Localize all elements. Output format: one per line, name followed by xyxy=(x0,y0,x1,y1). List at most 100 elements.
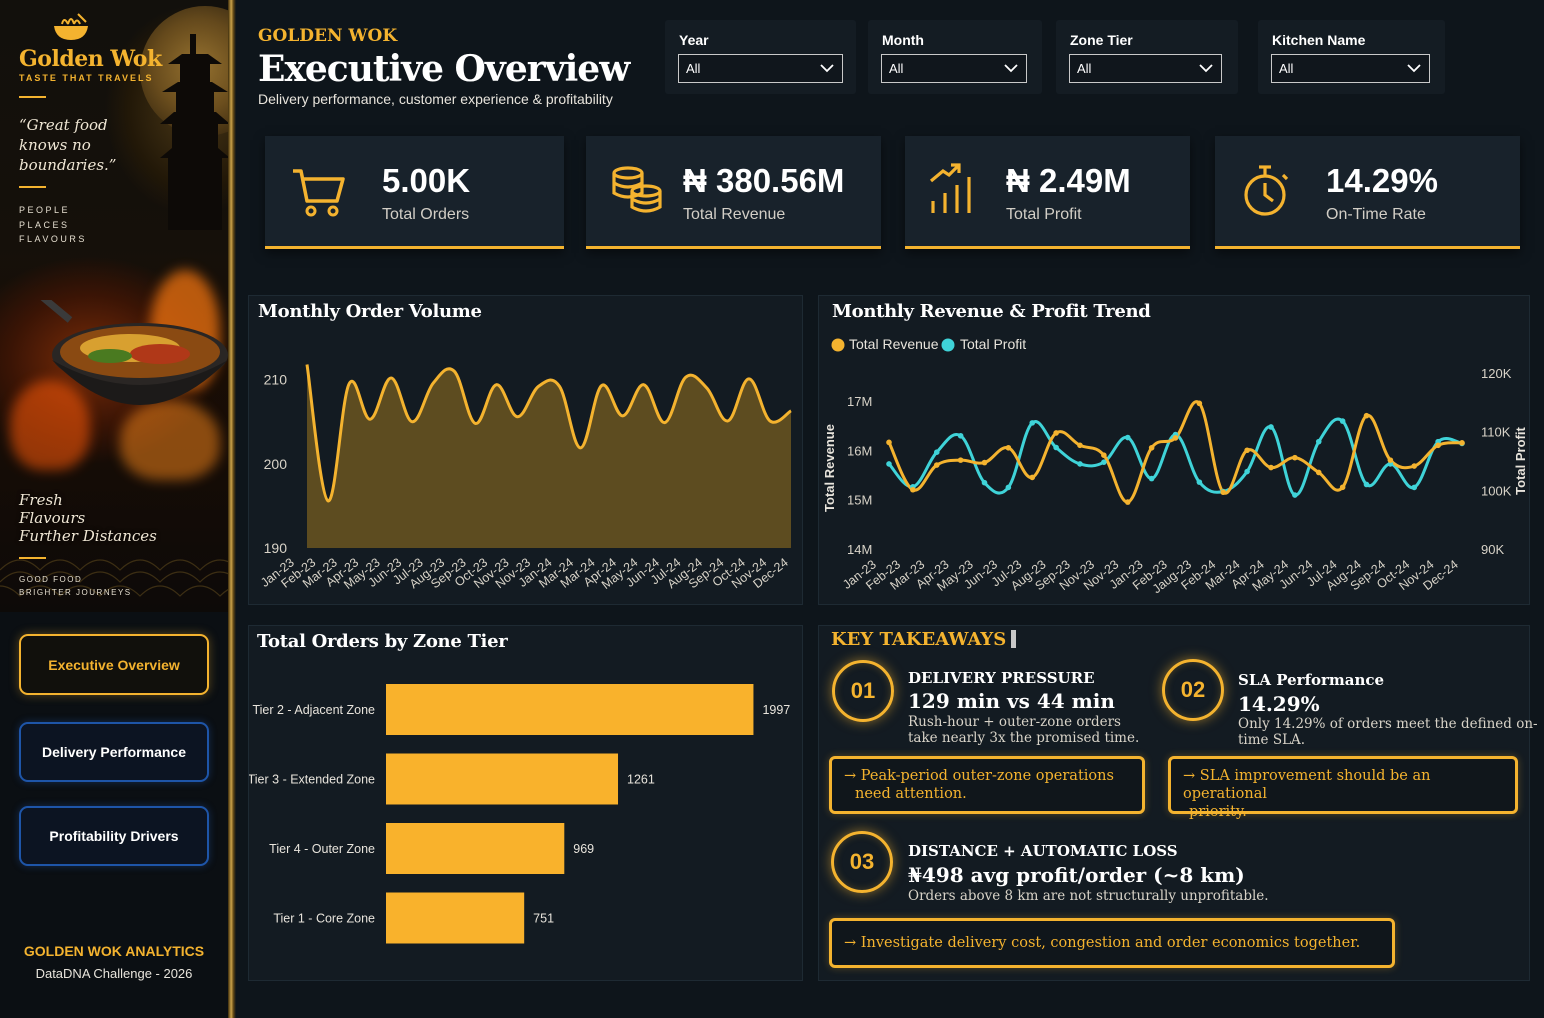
select-value: All xyxy=(1279,61,1294,76)
brand-word: PEOPLE xyxy=(19,205,71,215)
fresh-line: Further Distances xyxy=(19,527,157,545)
brand-quote: “Great food knows no boundaries.” xyxy=(19,115,139,175)
profit-point xyxy=(1363,481,1370,488)
y2-axis-label: Total Profit xyxy=(1513,427,1528,495)
select-value: All xyxy=(686,61,701,76)
wave-pattern xyxy=(0,559,228,597)
zone-value-label: 751 xyxy=(533,912,554,926)
takeaway-body: Rush-hour + outer-zone orders take nearl… xyxy=(908,714,1139,746)
revenue-point xyxy=(981,459,988,466)
divider xyxy=(19,557,46,559)
kpi-value: 14.29% xyxy=(1326,162,1438,199)
order-volume-area xyxy=(307,364,791,548)
profit-point xyxy=(1101,459,1107,465)
revenue-point xyxy=(1435,442,1441,449)
profit-point xyxy=(1268,424,1274,430)
action-line: → SLA improvement should be an operation… xyxy=(1183,768,1431,802)
kpi-label: Total Profit xyxy=(1006,206,1082,223)
profit-point xyxy=(1411,484,1418,491)
revenue-profit-panel: Monthly Revenue & Profit Trend Total Rev… xyxy=(818,295,1530,605)
revenue-point xyxy=(1005,444,1012,451)
year-select[interactable]: All xyxy=(678,54,843,83)
kpi-label: Total Orders xyxy=(382,206,470,223)
kpi-value: ₦ 2.49M xyxy=(1006,162,1131,199)
title-cursor-bar xyxy=(1011,630,1016,648)
filter-year: Year All xyxy=(665,20,856,94)
footer-title: GOLDEN WOK ANALYTICS xyxy=(23,943,205,959)
footer-words: GOOD FOOD BRIGHTER JOURNEYS xyxy=(19,573,132,599)
legend-swatch-revenue xyxy=(831,338,845,352)
nav-profitability-drivers[interactable]: Profitability Drivers xyxy=(19,806,209,866)
revenue-point xyxy=(1292,454,1298,461)
y2-tick-label: 110K xyxy=(1481,425,1511,440)
kpi-total-profit: ₦ 2.49M Total Profit xyxy=(905,136,1190,249)
quote-line: knows no xyxy=(19,136,91,154)
body-line: Orders above 8 km are not structurally u… xyxy=(908,888,1269,904)
revenue-point xyxy=(1411,463,1418,469)
y-tick-label: 190 xyxy=(264,540,288,556)
page-title: Executive Overview xyxy=(258,48,630,90)
y-tick-label: 15M xyxy=(847,493,872,508)
legend-label-profit: Total Profit xyxy=(960,336,1026,352)
revenue-point xyxy=(1053,430,1059,436)
brand-word: FLAVOURS xyxy=(19,234,87,244)
kpi-value: ₦ 380.56M xyxy=(683,162,845,199)
fresh-line: Fresh xyxy=(19,491,63,509)
month-select[interactable]: All xyxy=(881,54,1027,83)
growth-bars-icon xyxy=(929,163,971,213)
kpi-on-time-rate: 14.29% On-Time Rate xyxy=(1215,136,1520,249)
wok-illustration xyxy=(40,300,228,405)
quote-line: “Great food xyxy=(19,116,108,134)
zone-bar xyxy=(386,823,565,874)
kitchen-name-select[interactable]: All xyxy=(1271,54,1430,83)
profit-point xyxy=(1053,444,1059,451)
kpi-label: On-Time Rate xyxy=(1326,206,1426,223)
zone-category-label: Tier 3 - Extended Zone xyxy=(249,773,375,787)
takeaways-title: KEY TAKEAWAYS xyxy=(831,629,1007,650)
brand-words: PEOPLE PLACES FLAVOURS xyxy=(19,203,87,247)
action-line: → Investigate delivery cost, congestion … xyxy=(844,935,1361,951)
zone-tier-panel: Total Orders by Zone Tier Tier 2 - Adjac… xyxy=(248,625,803,981)
revenue-line xyxy=(887,400,1463,504)
revenue-point xyxy=(910,486,916,493)
zone-category-label: Tier 4 - Outer Zone xyxy=(269,842,375,856)
zone-category-label: Tier 2 - Adjacent Zone xyxy=(252,703,375,717)
profit-point xyxy=(1124,434,1131,441)
revenue-point xyxy=(1077,442,1083,449)
body-line: time SLA. xyxy=(1238,732,1306,748)
zone-value-label: 1261 xyxy=(627,773,655,787)
y-tick-label: 16M xyxy=(847,443,872,458)
body-line: take nearly 3x the promised time. xyxy=(908,730,1140,746)
select-value: All xyxy=(889,61,904,76)
chevron-down-icon xyxy=(1407,64,1421,73)
profit-point xyxy=(1339,418,1346,424)
zone-value-label: 1997 xyxy=(762,703,790,717)
revenue-point xyxy=(1315,469,1322,476)
revenue-point xyxy=(1029,474,1036,481)
coins-icon xyxy=(612,166,662,213)
zone-tier-select[interactable]: All xyxy=(1069,54,1222,83)
takeaway-action: → SLA improvement should be an operation… xyxy=(1168,756,1518,820)
zone-bar xyxy=(386,892,525,944)
zone-bar xyxy=(386,753,619,805)
panel-title: Monthly Order Volume xyxy=(258,301,482,322)
takeaway-number: 01 xyxy=(832,660,894,722)
fresh-flavours-text: Fresh Flavours Further Distances xyxy=(19,491,157,545)
action-line: → Peak-period outer-zone operations xyxy=(844,768,1114,784)
order-volume-line xyxy=(305,364,792,503)
revenue-point xyxy=(886,439,892,446)
action-line: priority. xyxy=(1189,804,1247,820)
nav-executive-overview[interactable]: Executive Overview xyxy=(19,634,209,695)
y-tick-label: 14M xyxy=(847,542,872,557)
takeaway-highlight: 14.29% xyxy=(1238,692,1320,716)
sidebar: Golden Wok TASTE THAT TRAVELS “Great foo… xyxy=(0,0,236,1018)
filter-label: Kitchen Name xyxy=(1272,32,1366,48)
cart-icon xyxy=(293,169,345,217)
y-tick-label: 210 xyxy=(264,372,288,388)
nav-delivery-performance[interactable]: Delivery Performance xyxy=(19,722,209,782)
kpi-total-revenue: ₦ 380.56M Total Revenue xyxy=(586,136,881,249)
takeaway-heading: SLA Performance xyxy=(1238,671,1385,689)
kpi-label: Total Revenue xyxy=(683,206,786,223)
profit-point xyxy=(1005,484,1012,491)
y2-tick-label: 90K xyxy=(1481,542,1504,557)
